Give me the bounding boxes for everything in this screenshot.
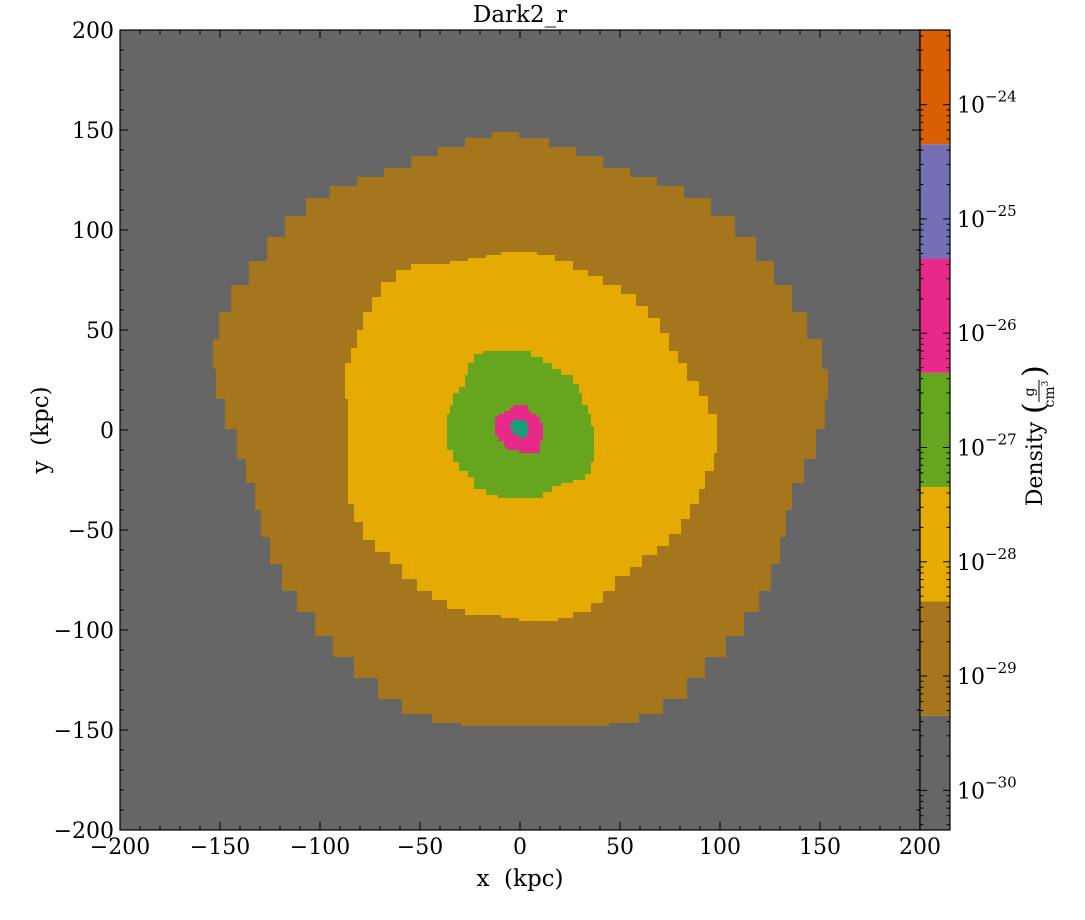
colorbar-tick-label: 10−25 bbox=[957, 202, 1017, 233]
colorbar-band bbox=[920, 601, 950, 716]
x-tick-label: −50 bbox=[397, 835, 443, 860]
colorbar-tick-label: 10−28 bbox=[957, 545, 1017, 576]
colorbar-tick-label: 10−24 bbox=[957, 88, 1017, 119]
x-tick-label: 50 bbox=[606, 835, 634, 860]
colorbar-unit-paren-right: ) bbox=[1017, 365, 1052, 377]
y-tick-label: −100 bbox=[54, 619, 114, 644]
y-tick-label: −150 bbox=[54, 719, 114, 744]
colorbar-tick-label: 10−26 bbox=[957, 316, 1017, 347]
colorbar-band bbox=[920, 715, 950, 830]
colorbar: 10−30 10−29 10−28 10−27 10−26 10−25 10−24 bbox=[919, 29, 1017, 831]
y-tick-label: 200 bbox=[72, 19, 114, 44]
colorbar-unit-paren-left: ( bbox=[1017, 402, 1052, 414]
x-tick-label: −200 bbox=[90, 835, 150, 860]
colorbar-band bbox=[920, 487, 950, 602]
y-tick-label: 50 bbox=[86, 319, 114, 344]
colorbar-tick-label: 10−29 bbox=[957, 659, 1017, 690]
y-tick-label: 0 bbox=[100, 419, 114, 444]
plot-area bbox=[120, 30, 920, 830]
colorbar-tick-label: 10−30 bbox=[957, 773, 1017, 804]
y-tick-label: −50 bbox=[68, 519, 114, 544]
density-region-center bbox=[510, 420, 528, 438]
x-tick-label: −100 bbox=[290, 835, 350, 860]
colorbar-band bbox=[920, 144, 950, 259]
colorbar-unit-denominator: cm3 bbox=[1041, 380, 1058, 407]
colorbar-band bbox=[920, 372, 950, 488]
colorbar-frame bbox=[919, 29, 951, 831]
y-tick-label: 150 bbox=[72, 119, 114, 144]
x-axis-label: x (kpc) bbox=[476, 866, 563, 892]
y-tick-label: 100 bbox=[72, 219, 114, 244]
x-tick-label: 100 bbox=[699, 835, 741, 860]
colorbar-band bbox=[920, 258, 950, 373]
colorbar-unit-numerator: g bbox=[1022, 387, 1038, 396]
x-tick-label: 200 bbox=[899, 835, 941, 860]
colorbar-label: Density ( g cm3 ) bbox=[1017, 365, 1058, 506]
y-axis-label: y (kpc) bbox=[28, 386, 54, 474]
x-tick-label: 150 bbox=[799, 835, 841, 860]
x-tick-label: −150 bbox=[190, 835, 250, 860]
chart-title: Dark2_r bbox=[473, 2, 567, 28]
x-tick-label: 0 bbox=[513, 835, 527, 860]
colorbar-label-text: Density bbox=[1023, 421, 1048, 506]
colorbar-tick-label: 10−27 bbox=[957, 431, 1017, 462]
y-tick-label: −200 bbox=[54, 819, 114, 844]
colorbar-band bbox=[920, 30, 950, 145]
